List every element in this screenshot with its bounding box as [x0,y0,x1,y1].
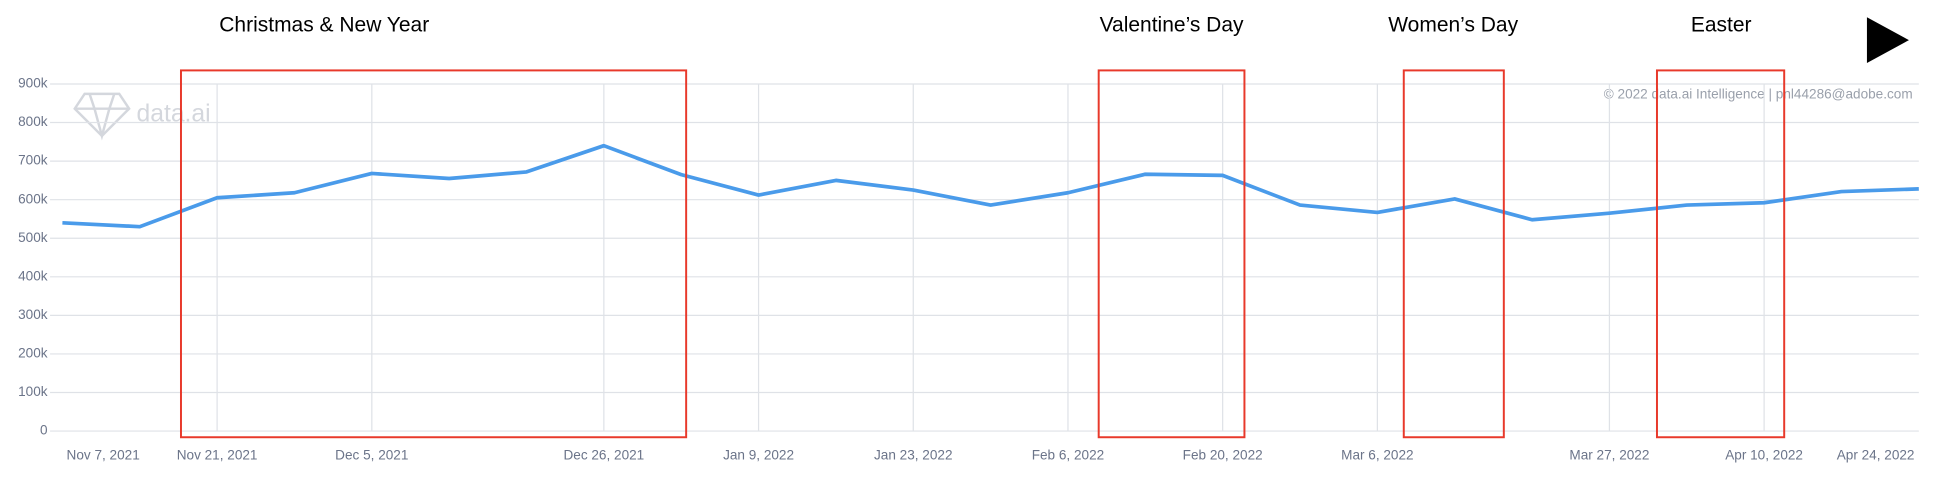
y-tick-label: 200k [18,346,48,361]
x-tick-label: Apr 10, 2022 [1725,447,1803,462]
copyright: © 2022 data.ai Intelligence | pnl44286@a… [1604,87,1913,102]
x-tick-label: Jan 9, 2022 [723,447,794,462]
x-tick-label: Dec 26, 2021 [563,447,644,462]
x-tick-label: Nov 21, 2021 [177,447,258,462]
x-tick-label: Feb 6, 2022 [1032,447,1104,462]
y-tick-label: 600k [18,191,48,206]
x-tick-label: Mar 27, 2022 [1569,447,1649,462]
line [62,143,1919,229]
play-button[interactable] [1866,17,1909,63]
annotation: Easter [1691,13,1752,36]
y-tick-label: 900k [18,76,48,91]
x-tick-label: Mar 6, 2022 [1341,447,1413,462]
highlight-box [1655,69,1786,439]
x-tick-label: Apr 24, 2022 [1837,447,1915,462]
watermark: data.ai [137,100,211,127]
highlight-box [1097,69,1246,439]
y-tick-label: 300k [18,307,48,322]
annotation: Women’s Day [1388,13,1518,36]
x-tick-label: Feb 20, 2022 [1183,447,1263,462]
annotation: Valentine’s Day [1100,13,1244,36]
x-tick-label: Nov 7, 2021 [67,447,140,462]
y-tick-label: 0 [40,423,48,438]
y-tick-label: 400k [18,268,48,283]
highlight-box [179,69,688,439]
y-tick-label: 500k [18,230,48,245]
y-tick-label: 800k [18,114,48,129]
x-tick-label: Jan 23, 2022 [874,447,953,462]
annotation: Christmas & New Year [219,13,429,36]
y-tick-label: 700k [18,153,48,168]
watermark-logo [73,92,131,141]
highlight-box [1402,69,1505,439]
y-tick-label: 100k [18,384,48,399]
x-tick-label: Dec 5, 2021 [335,447,408,462]
